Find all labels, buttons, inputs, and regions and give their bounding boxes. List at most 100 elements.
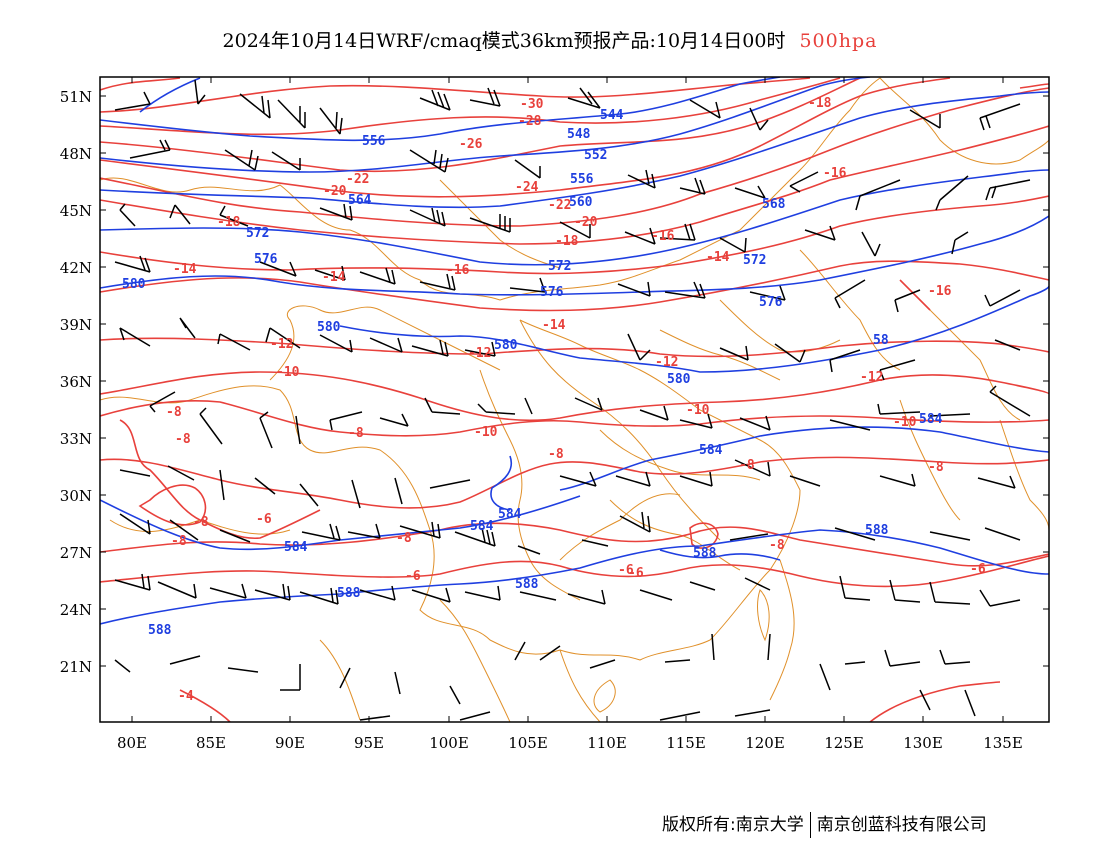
wind-barb: [749, 107, 769, 131]
wind-barb: [519, 591, 557, 601]
height-label: 560: [569, 195, 593, 210]
border-line: [757, 589, 770, 642]
wind-barb: [719, 345, 749, 361]
temperature-label: -6: [628, 566, 644, 581]
wind-barb: [129, 139, 171, 159]
wind-barb: [149, 391, 176, 413]
border-line: [593, 679, 616, 713]
temperature-label: -6: [256, 512, 272, 527]
wind-barb: [789, 171, 819, 193]
wind-barb: [469, 87, 501, 107]
height-label: 580: [317, 320, 341, 335]
wind-barb: [409, 149, 449, 173]
geopotential-labels: 544 548 552 556 556 560 564 568 572 572 …: [122, 108, 943, 638]
wind-barb: [114, 91, 151, 111]
wind-barb: [819, 663, 831, 691]
wind-barb: [194, 79, 206, 105]
lat-tick-label: 30N: [60, 487, 92, 505]
temperature-contour: [100, 522, 1049, 567]
wind-barb: [844, 661, 866, 665]
temperature-contour: [1019, 83, 1049, 89]
border-line: [919, 299, 1021, 421]
wind-barb: [319, 107, 343, 135]
wind-barb: [617, 281, 651, 297]
border-lines: [100, 77, 1049, 722]
wind-barb: [411, 587, 451, 603]
height-label: 588: [693, 546, 717, 561]
wind-barb: [347, 523, 381, 539]
wind-barb: [199, 407, 223, 445]
temperature-label: -8: [193, 515, 209, 530]
height-label: 580: [494, 338, 518, 353]
lon-tick-label: 105E: [508, 734, 548, 752]
border-line: [519, 319, 801, 491]
temperature-label: -6: [405, 569, 421, 584]
wind-barb: [834, 279, 866, 309]
border-line: [999, 419, 1049, 531]
height-label: 580: [667, 372, 691, 387]
temperature-contour: [689, 522, 719, 549]
wind-barb: [394, 477, 403, 505]
lat-tick-label: 27N: [60, 544, 92, 562]
map-background: [100, 77, 1049, 722]
wind-barb: [977, 475, 1016, 489]
wind-barb: [299, 587, 339, 605]
height-label: 588: [148, 623, 172, 638]
height-label: 580: [122, 277, 146, 292]
height-label: 576: [540, 285, 564, 300]
temperature-label: -8: [171, 534, 187, 549]
copyright-company: 南京创蓝科技有限公司: [816, 815, 987, 835]
height-label: 584: [699, 443, 723, 458]
wind-barb: [379, 413, 409, 427]
wind-barb: [567, 589, 606, 605]
wind-barb: [114, 659, 131, 673]
border-line: [599, 429, 761, 481]
wind-barb: [739, 415, 771, 431]
wind-barb: [265, 327, 301, 349]
wind-barb: [774, 343, 806, 363]
wind-barb: [919, 689, 931, 711]
temperature-label: -20: [323, 184, 347, 199]
temperature-contour: [100, 456, 1049, 509]
wind-barb: [509, 277, 546, 293]
temperature-label: -8: [769, 538, 785, 553]
height-label: 556: [362, 134, 386, 149]
height-label: 584: [470, 519, 494, 534]
wind-barb: [301, 523, 341, 541]
border-line: [519, 319, 721, 541]
wind-barb: [734, 459, 771, 477]
lat-tick-label: 45N: [60, 202, 92, 220]
wind-barb: [114, 573, 151, 591]
lon-tick-label: 115E: [666, 734, 706, 752]
temperature-contour: [100, 77, 861, 173]
temperature-label: -8: [396, 531, 412, 546]
wind-barb: [419, 89, 451, 111]
wind-barb: [615, 471, 651, 487]
wind-barb: [984, 527, 1021, 541]
wind-barb: [239, 93, 271, 119]
height-contour: [490, 455, 512, 511]
geopotential-contours: [100, 77, 1049, 625]
wind-barb: [224, 149, 259, 171]
temperature-contour: [100, 77, 951, 198]
border-line: [769, 559, 795, 701]
wind-barb: [679, 413, 713, 429]
wind-barb: [839, 575, 871, 601]
temperature-label: -30: [520, 97, 544, 112]
wind-barb: [935, 175, 969, 211]
wind-barb: [834, 527, 876, 541]
wind-barb: [169, 655, 201, 665]
wind-barb: [877, 403, 921, 415]
wind-barb: [280, 664, 301, 691]
footer-separator: [809, 812, 811, 838]
wind-barb: [984, 289, 1021, 307]
wind-barb: [889, 579, 921, 603]
border-line: [879, 77, 1049, 165]
wind-barb: [909, 109, 941, 129]
height-label: 548: [567, 127, 591, 142]
height-label: 568: [762, 197, 786, 212]
temperature-label: -22: [548, 198, 571, 213]
temperature-contour: [100, 371, 1049, 422]
wind-barb: [559, 471, 597, 487]
